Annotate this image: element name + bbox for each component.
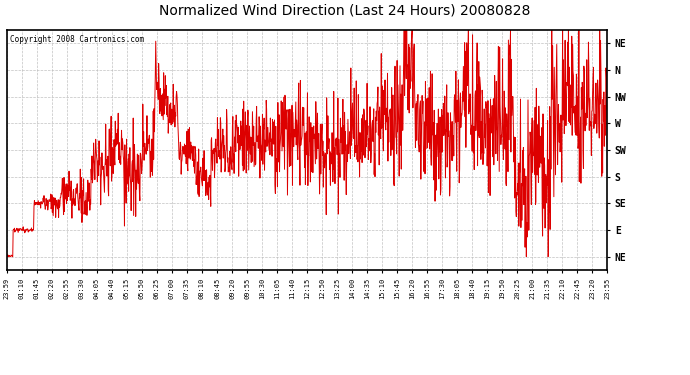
Text: Copyright 2008 Cartronics.com: Copyright 2008 Cartronics.com <box>10 35 144 44</box>
Text: Normalized Wind Direction (Last 24 Hours) 20080828: Normalized Wind Direction (Last 24 Hours… <box>159 4 531 18</box>
